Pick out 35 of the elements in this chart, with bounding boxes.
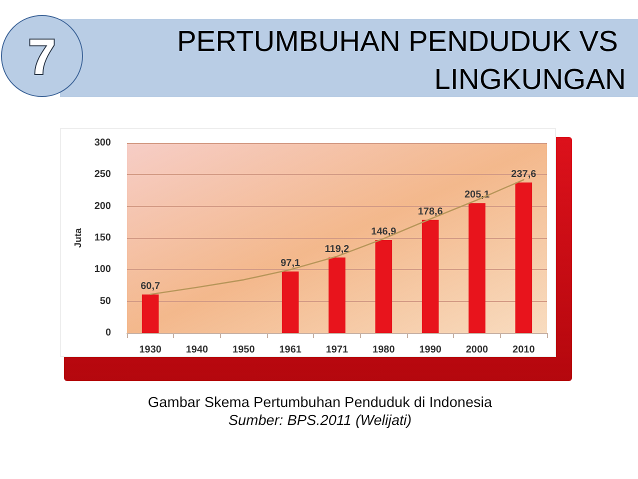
x-tick-label: 1990: [419, 344, 442, 356]
data-label: 205,1: [464, 190, 490, 201]
data-label: 237,6: [511, 169, 537, 180]
y-tick-label: 250: [94, 169, 112, 180]
x-tick-label: 1980: [372, 344, 396, 356]
data-label: 60,7: [140, 281, 160, 292]
y-axis-title: Juta: [72, 228, 84, 248]
bar: [422, 220, 439, 333]
x-tick-label: 1950: [232, 344, 256, 356]
text: Gambar Skema Pertumbuhan Penduduk di Indonesia: [148, 395, 494, 411]
y-tick-label: 0: [105, 328, 112, 338]
bar: [375, 240, 392, 333]
text: 7: [28, 29, 56, 85]
x-tick-label: 2000: [466, 344, 489, 356]
y-tick-label: 100: [94, 264, 112, 276]
x-tick-label: 1971: [326, 344, 349, 356]
x-tick-label: 1940: [186, 344, 209, 356]
y-tick-label: 200: [94, 200, 112, 212]
y-tick-label: 300: [94, 138, 112, 148]
x-tick-label: 1961: [279, 344, 302, 356]
data-label: 146,9: [371, 226, 397, 238]
chart-title: PERTUMBUHAN PENDUDUK VS LINGKUNGAN: [176, 26, 626, 96]
bar: [515, 182, 532, 333]
x-tick-label: 2010: [512, 344, 536, 356]
data-label: 119,2: [324, 244, 350, 256]
data-label: 97,1: [280, 258, 300, 270]
data-label: 178,6: [418, 206, 444, 218]
y-tick-label: 150: [94, 232, 112, 244]
x-tick-label: 1930: [139, 344, 162, 356]
y-tick-label: 50: [100, 296, 112, 307]
bar: [468, 203, 486, 333]
bar: [282, 272, 299, 333]
bar: [328, 258, 346, 333]
bar: [142, 294, 159, 333]
text: Sumber: BPS.2011 (Welijati): [228, 413, 412, 429]
